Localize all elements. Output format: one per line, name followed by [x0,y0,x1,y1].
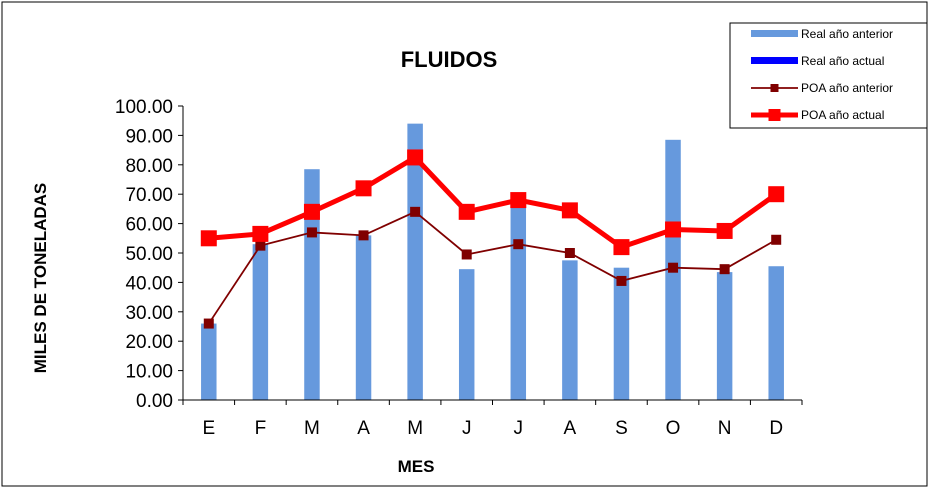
x-tick-label: D [769,418,783,439]
y-tick-label: 40.00 [125,273,173,294]
data-point [461,249,472,260]
bar [716,272,733,400]
bar [407,123,423,400]
y-axis-label: MILES DE TONELADAS [31,183,50,373]
x-tick-label: N [718,418,732,439]
legend: Real año anterior Real año actual POA año … [729,22,928,129]
data-point [200,230,217,247]
legend-swatch [751,30,798,37]
legend-label: POA año anterior [801,81,893,95]
y-tick-label: 90.00 [125,126,173,147]
data-point [665,221,682,238]
bar [768,266,784,400]
y-tick-label: 80.00 [125,156,173,177]
axes: 0.00 10.00 20.00 30.00 40.00 50.00 60.00 70.00 8… [115,97,803,439]
data-point [306,227,317,238]
data-point [410,206,421,217]
data-point [510,192,527,209]
data-point [458,203,475,220]
data-point [668,262,679,273]
data-point [303,203,320,220]
data-point [358,230,369,241]
data-point [771,234,782,245]
chart-title: FLUIDOS [401,47,498,72]
x-tick-label: A [564,418,577,439]
bar [562,260,578,400]
x-tick-label: M [407,418,423,439]
legend-label: Real año anterior [801,27,893,41]
legend-box [729,22,928,129]
y-tick-label: 70.00 [125,185,173,206]
legend-marker [768,109,781,121]
legend-label: Real año actual [801,54,884,68]
data-point [768,186,785,203]
data-point [255,240,266,251]
bar [613,267,630,400]
x-tick-label: J [514,418,524,439]
data-point [355,180,372,197]
bar [510,192,527,400]
data-point [716,222,733,239]
bar [201,323,217,400]
x-tick-label: O [666,418,681,439]
x-tick-label: E [202,418,215,439]
x-axis-label: MES [398,457,435,476]
data-point [407,149,424,166]
x-tick-label: A [357,418,370,439]
data-point [561,202,578,219]
data-point [252,225,269,242]
y-tick-label: 30.00 [125,303,173,324]
data-point [564,248,575,258]
x-tick-label: F [255,418,267,439]
bar [355,235,372,400]
y-tick-label: 20.00 [125,332,173,353]
bar [304,169,320,400]
legend-marker [770,84,779,92]
data-point [513,239,524,250]
legend-swatch [751,57,798,64]
series-line [208,210,777,325]
x-tick-label: M [304,418,320,439]
data-point [616,275,627,286]
bar-series-real-anio-anterior [201,123,784,400]
data-point [203,318,214,329]
data-point [719,264,730,275]
bar [252,244,269,400]
x-tick-label: S [615,418,628,439]
series-line [208,154,778,250]
y-tick-label: 100.00 [115,97,173,118]
x-tick-label: J [462,418,472,439]
legend-label: POA año actual [801,108,884,122]
y-tick-label: 60.00 [125,215,173,236]
y-tick-label: 10.00 [125,362,173,383]
y-tick-label: 50.00 [125,244,173,265]
bar [458,269,475,400]
data-point [613,239,630,256]
y-tick-label: 0.00 [136,391,173,412]
line-series [200,149,785,329]
